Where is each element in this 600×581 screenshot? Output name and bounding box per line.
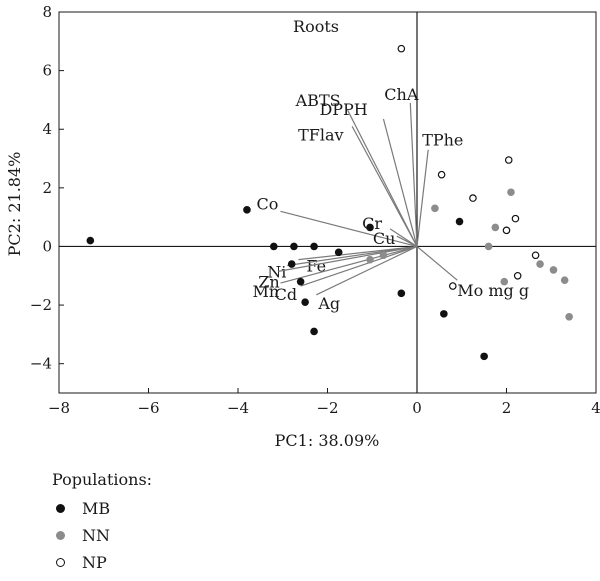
loading-vector-tflav: [351, 126, 418, 247]
point-mb: [290, 242, 298, 251]
point-nn: [484, 242, 493, 251]
legend-title: Populations:: [52, 470, 153, 489]
legend-marker-nn: [56, 531, 65, 540]
loading-label-ni: Ni: [267, 263, 286, 282]
loading-label-abts: ABTS: [295, 91, 341, 110]
x-tick-label: 4: [591, 399, 600, 417]
loading-vector-ag: [316, 245, 418, 296]
loading-vector-abts: [347, 109, 418, 247]
loading-label-mo-mg-g: Mo mg g: [457, 281, 529, 300]
y-tick-label: 2: [42, 179, 52, 197]
loading-label-mn: Mn: [253, 282, 280, 301]
loading-vector-ni: [287, 245, 418, 267]
point-mb: [301, 298, 309, 306]
y-axis-label: PC2: 21.84%: [5, 152, 24, 257]
point-mb: [455, 217, 464, 226]
loading-vector-dpph: [382, 118, 418, 247]
x-tick-label: 2: [502, 399, 512, 417]
loading-label-co: Co: [257, 194, 279, 213]
loading-vector-cu: [396, 235, 418, 247]
y-tick-label: 0: [42, 237, 52, 255]
point-nn: [507, 188, 515, 197]
plot-frame: [58, 11, 597, 394]
loading-vector-mn: [280, 245, 418, 284]
point-mb: [480, 352, 488, 361]
point-mb: [270, 242, 278, 251]
loading-label-cha: ChA: [384, 85, 419, 104]
point-nn: [379, 251, 388, 260]
loading-vector-mo-mg-g: [416, 246, 458, 281]
legend-item-np: NP: [52, 549, 152, 576]
point-np: [469, 194, 477, 202]
loading-vector-cd: [300, 245, 418, 287]
y-tick-label: −2: [30, 296, 52, 314]
legend-item-mb: MB: [52, 495, 152, 522]
loading-vector-zn: [278, 245, 418, 272]
point-mb: [397, 289, 406, 298]
point-nn: [491, 223, 500, 232]
loading-label-cu: Cu: [373, 229, 396, 248]
legend-label-mb: MB: [82, 499, 111, 518]
point-nn: [560, 276, 569, 284]
point-nn: [536, 260, 544, 268]
x-tick-label: −4: [227, 399, 249, 417]
loading-label-cd: Cd: [275, 285, 297, 304]
chart-title: Roots: [293, 17, 339, 36]
score-points: [86, 44, 573, 361]
y-tick-label: 6: [42, 62, 52, 80]
point-nn: [549, 266, 558, 274]
point-mb: [310, 327, 318, 336]
loading-label-dpph: DPPH: [319, 100, 367, 119]
point-np: [504, 156, 513, 164]
point-np: [513, 271, 522, 280]
point-mb: [310, 242, 318, 251]
y-tick-label: 4: [42, 120, 52, 138]
legend-label-nn: NN: [82, 526, 110, 545]
loading-vector-tphe: [416, 149, 429, 247]
loading-label-zn: Zn: [258, 272, 279, 291]
point-np: [502, 226, 511, 235]
x-tick-label: −6: [137, 399, 159, 417]
point-mb: [334, 248, 343, 257]
loading-vector-fe: [298, 245, 418, 261]
x-tick-label: −8: [48, 399, 70, 417]
point-mb: [243, 206, 251, 214]
x-tick-label: 0: [412, 399, 422, 417]
legend-marker-np: [56, 558, 65, 567]
point-mb: [287, 260, 296, 268]
point-mb: [296, 277, 305, 286]
y-tick-label: 8: [42, 3, 52, 21]
point-np: [437, 170, 446, 179]
point-np: [531, 251, 540, 260]
point-mb: [440, 310, 448, 318]
point-mb: [366, 223, 374, 232]
point-nn: [565, 313, 573, 321]
loading-label-tflav: TFlav: [298, 125, 343, 144]
point-np: [448, 282, 457, 290]
loading-label-ag: Ag: [317, 294, 340, 313]
x-axis-label: PC1: 38.09%: [275, 431, 380, 450]
point-np: [511, 214, 520, 223]
y-axis-ticks: −4 −2 0 2 4 6 8: [30, 3, 64, 373]
x-axis-ticks: −8 −6 −4 −2 0 2 4: [48, 388, 600, 417]
legend-marker-mb: [56, 504, 65, 513]
legend-label-np: NP: [82, 553, 107, 572]
legend: Populations: MB NN NP: [52, 470, 152, 576]
point-np: [397, 44, 406, 53]
loading-vector-co: [280, 210, 418, 248]
x-tick-label: −2: [316, 399, 338, 417]
loading-label-tphe: TPhe: [422, 131, 463, 150]
point-nn: [366, 255, 374, 264]
point-nn: [431, 204, 439, 213]
loading-vector-cha: [409, 102, 418, 247]
y-tick-label: −4: [30, 355, 52, 373]
point-mb: [86, 236, 95, 245]
point-nn: [500, 277, 509, 286]
legend-item-nn: NN: [52, 522, 152, 549]
